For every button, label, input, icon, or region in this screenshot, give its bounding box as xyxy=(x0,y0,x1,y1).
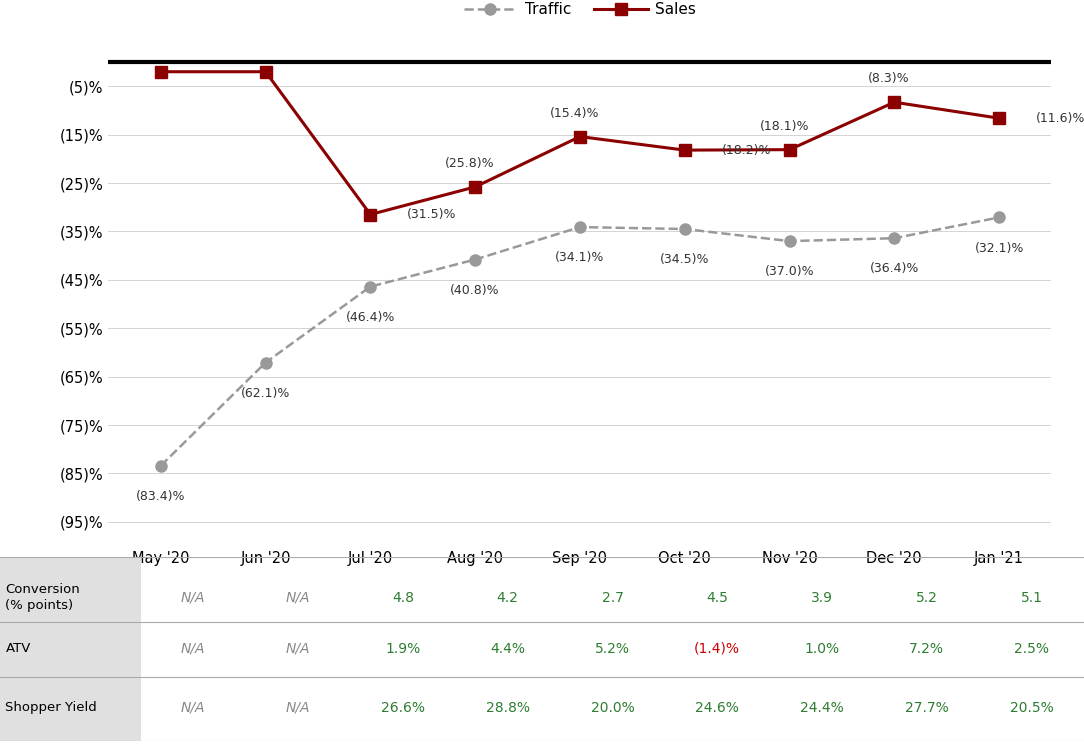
Text: (83.4)%: (83.4)% xyxy=(137,490,185,503)
Sales xyxy=(783,145,796,154)
Traffic xyxy=(679,224,692,233)
Text: (15.4)%: (15.4)% xyxy=(550,107,599,120)
Text: 24.4%: 24.4% xyxy=(800,701,844,714)
Text: (40.8)%: (40.8)% xyxy=(450,283,500,297)
Text: 5.2%: 5.2% xyxy=(595,642,630,656)
Sales xyxy=(364,210,377,219)
Text: 20.0%: 20.0% xyxy=(591,701,634,714)
Legend: Traffic, Sales: Traffic, Sales xyxy=(457,0,702,23)
Line: Traffic: Traffic xyxy=(155,212,1005,471)
Text: (18.1)%: (18.1)% xyxy=(760,120,809,132)
Text: 1.9%: 1.9% xyxy=(385,642,421,656)
Text: (36.4)%: (36.4)% xyxy=(869,263,919,275)
Text: N/A: N/A xyxy=(286,701,310,714)
Sales xyxy=(573,132,586,141)
Sales xyxy=(679,146,692,155)
Sales xyxy=(154,67,167,76)
Text: 4.2: 4.2 xyxy=(496,591,518,604)
Sales xyxy=(993,114,1006,123)
Sales xyxy=(468,183,481,191)
Text: (25.8)%: (25.8)% xyxy=(446,157,494,170)
Text: (46.4)%: (46.4)% xyxy=(346,311,395,324)
Text: 28.8%: 28.8% xyxy=(486,701,530,714)
Sales xyxy=(888,98,901,107)
Text: 5.1: 5.1 xyxy=(1021,591,1043,604)
Text: (18.2)%: (18.2)% xyxy=(722,144,771,156)
Text: 2.5%: 2.5% xyxy=(1015,642,1049,656)
Text: 4.5: 4.5 xyxy=(707,591,728,604)
Text: 27.7%: 27.7% xyxy=(905,701,948,714)
Text: (8.3)%: (8.3)% xyxy=(868,73,909,85)
Text: 26.6%: 26.6% xyxy=(380,701,425,714)
Text: 5.2: 5.2 xyxy=(916,591,938,604)
Bar xyxy=(0,557,141,741)
Traffic xyxy=(783,236,796,245)
Text: N/A: N/A xyxy=(286,642,310,656)
Text: (32.1)%: (32.1)% xyxy=(975,242,1023,254)
Text: Conversion
(% points): Conversion (% points) xyxy=(5,583,80,612)
Text: 20.5%: 20.5% xyxy=(1009,701,1054,714)
Text: N/A: N/A xyxy=(181,642,206,656)
Text: (1.4)%: (1.4)% xyxy=(694,642,740,656)
Text: N/A: N/A xyxy=(181,591,206,604)
Text: (34.5)%: (34.5)% xyxy=(660,254,709,266)
Text: 7.2%: 7.2% xyxy=(909,642,944,656)
Traffic xyxy=(993,213,1006,222)
Traffic xyxy=(888,233,901,242)
Text: (37.0)%: (37.0)% xyxy=(764,266,814,278)
Text: (11.6)%: (11.6)% xyxy=(1035,111,1084,125)
Text: 2.7: 2.7 xyxy=(602,591,623,604)
Text: (34.1)%: (34.1)% xyxy=(555,251,605,264)
Text: N/A: N/A xyxy=(181,701,206,714)
Traffic xyxy=(259,358,272,367)
Text: 3.9: 3.9 xyxy=(811,591,833,604)
Text: Shopper Yield: Shopper Yield xyxy=(5,701,98,714)
Text: ATV: ATV xyxy=(5,643,30,655)
Text: 4.8: 4.8 xyxy=(392,591,414,604)
Sales xyxy=(259,67,272,76)
Traffic xyxy=(364,282,377,291)
Text: 1.0%: 1.0% xyxy=(804,642,840,656)
Traffic xyxy=(573,223,586,232)
Text: 24.6%: 24.6% xyxy=(695,701,739,714)
Traffic xyxy=(154,462,167,470)
Text: 4.4%: 4.4% xyxy=(490,642,525,656)
Traffic xyxy=(468,255,481,264)
Text: (31.5)%: (31.5)% xyxy=(408,208,456,221)
Line: Sales: Sales xyxy=(155,66,1005,221)
Text: N/A: N/A xyxy=(286,591,310,604)
Text: (62.1)%: (62.1)% xyxy=(241,387,291,399)
